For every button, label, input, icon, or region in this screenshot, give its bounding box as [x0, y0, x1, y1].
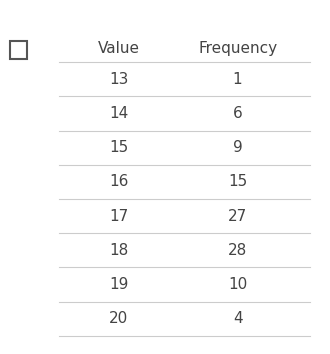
Text: 4: 4	[233, 311, 243, 326]
Text: 10: 10	[228, 277, 247, 292]
Text: 19: 19	[109, 277, 128, 292]
Text: 20: 20	[109, 311, 128, 326]
Text: Frequency: Frequency	[198, 41, 277, 56]
Text: 15: 15	[109, 140, 128, 155]
Text: 14: 14	[109, 106, 128, 121]
FancyBboxPatch shape	[10, 41, 27, 59]
Text: 1: 1	[233, 72, 243, 87]
Text: 17: 17	[109, 209, 128, 224]
Text: 6: 6	[233, 106, 243, 121]
Text: 28: 28	[228, 243, 247, 258]
Text: 27: 27	[228, 209, 247, 224]
Text: 18: 18	[109, 243, 128, 258]
Text: 13: 13	[109, 72, 128, 87]
Text: 9: 9	[233, 140, 243, 155]
Text: 15: 15	[228, 175, 247, 189]
Text: Value: Value	[98, 41, 140, 56]
Text: 16: 16	[109, 175, 128, 189]
